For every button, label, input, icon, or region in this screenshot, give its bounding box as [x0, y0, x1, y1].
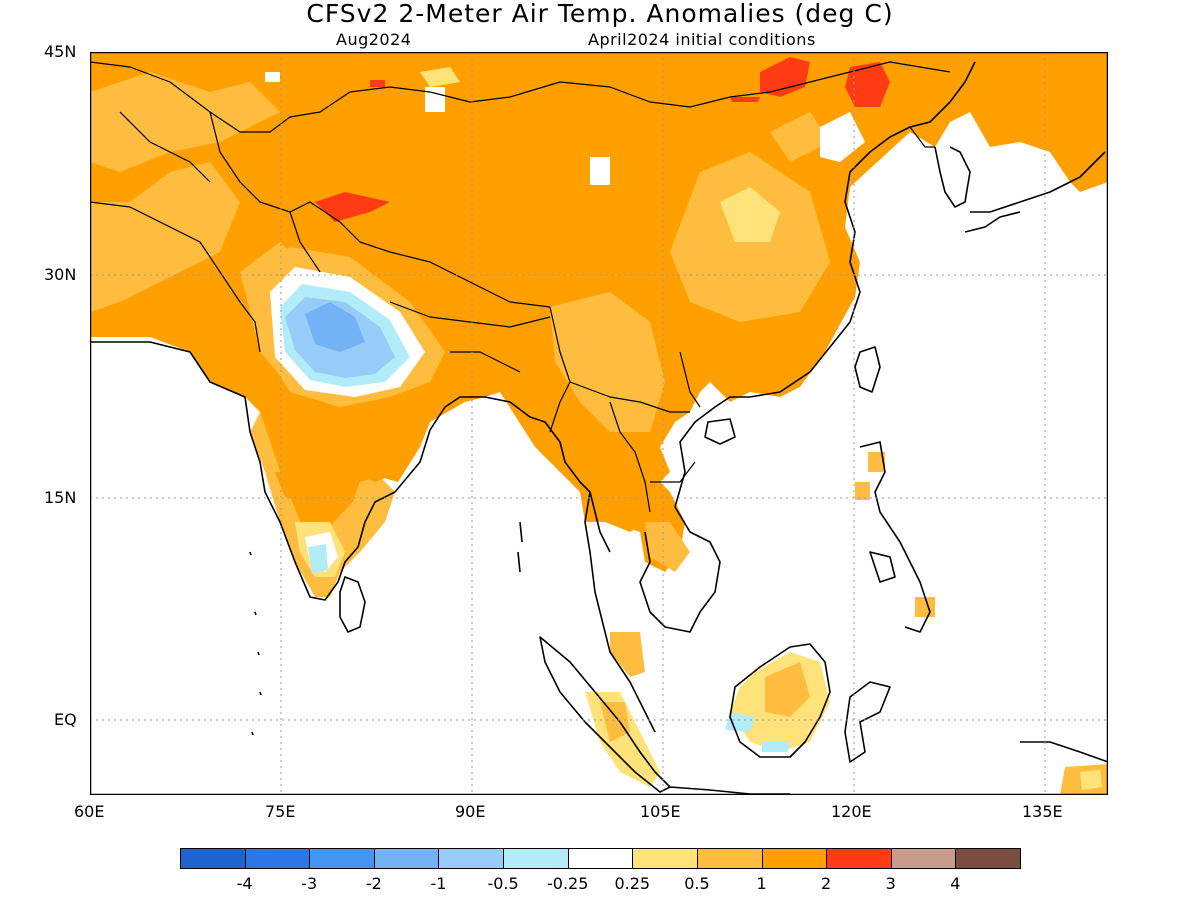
colorbar-swatch — [180, 848, 246, 869]
colorbar-label: -4 — [236, 874, 253, 893]
colorbar-swatch — [826, 848, 892, 869]
colorbar-swatch — [503, 848, 569, 869]
map-title: CFSv2 2-Meter Air Temp. Anomalies (deg C… — [306, 0, 894, 28]
colorbar-swatch — [373, 848, 440, 869]
colorbar-swatch — [567, 848, 634, 869]
colorbar-label: -0.25 — [546, 874, 589, 893]
graticule — [90, 52, 1108, 795]
lat-label-45n: 45N — [44, 42, 77, 61]
colorbar-label: -2 — [365, 874, 382, 893]
colorbar-label: 0.5 — [684, 874, 710, 893]
lat-label-eq: EQ — [54, 710, 77, 729]
lon-label-105e: 105E — [640, 802, 681, 821]
colorbar-swatch — [890, 848, 957, 869]
lon-label-120e: 120E — [831, 802, 872, 821]
colorbar-swatch — [438, 848, 505, 869]
colorbar-swatch — [955, 848, 1021, 869]
colorbar-swatch — [632, 848, 698, 869]
country-borders — [90, 61, 951, 513]
colorbar-label: 0.25 — [614, 874, 651, 893]
colorbar-label: -3 — [301, 874, 318, 893]
map-border — [90, 52, 1108, 795]
colorbar-swatch — [761, 848, 828, 869]
anomaly-map — [90, 52, 1108, 795]
colorbar-label: 1 — [756, 874, 767, 893]
lon-label-90e: 90E — [455, 802, 486, 821]
lat-label-15n: 15N — [44, 488, 77, 507]
initial-conditions: April2024 initial conditions — [588, 30, 816, 49]
map-canvas — [90, 52, 1108, 795]
forecast-month: Aug2024 — [336, 30, 412, 49]
colorbar-label: 4 — [950, 874, 961, 893]
colorbar-label: 2 — [821, 874, 832, 893]
lat-label-30n: 30N — [44, 265, 77, 284]
coastlines — [90, 61, 1108, 795]
colorbar-label: 3 — [885, 874, 896, 893]
colorbar-swatch — [244, 848, 311, 869]
colorbar-swatch — [309, 848, 375, 869]
lon-label-60e: 60E — [74, 802, 105, 821]
lon-label-75e: 75E — [265, 802, 296, 821]
colorbar-swatch — [696, 848, 763, 869]
lon-label-135e: 135E — [1022, 802, 1063, 821]
colorbar-label: -1 — [430, 874, 447, 893]
colorbar-label: -0.5 — [487, 874, 519, 893]
colorbar — [180, 848, 1021, 869]
